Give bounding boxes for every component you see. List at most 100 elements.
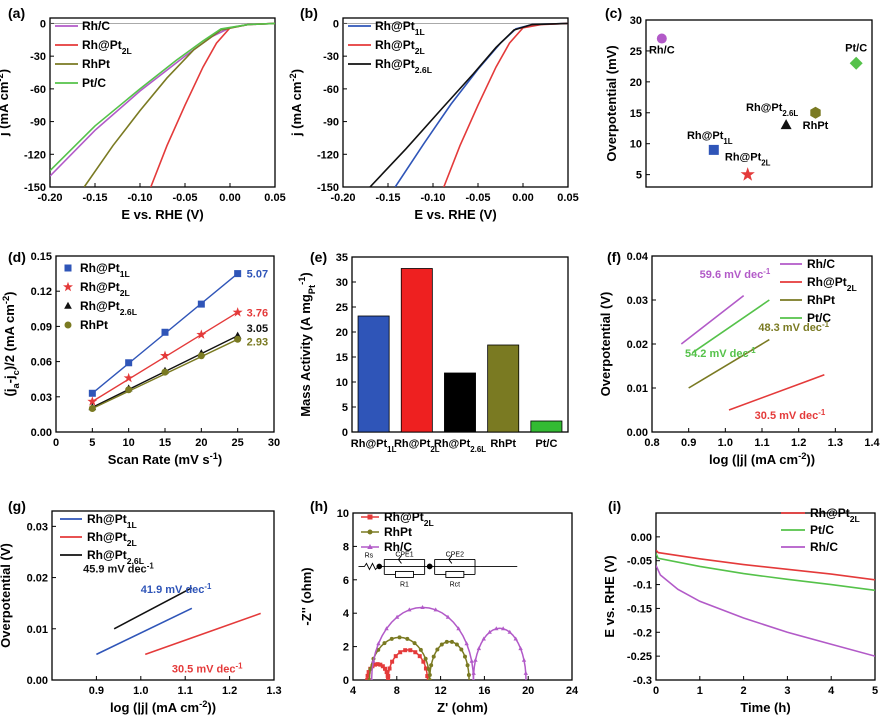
category-label: Rh@Pt2.6L (434, 438, 486, 454)
x-tick-label: 1.3 (266, 685, 281, 697)
legend-marker (64, 321, 72, 329)
y-tick-label: 10 (336, 377, 348, 389)
y-tick-label: 5 (342, 402, 348, 414)
legend-label: Rh@Pt2.6L (87, 548, 144, 566)
y-tick-label: 0.15 (31, 251, 52, 263)
y-tick-label: -60 (30, 84, 46, 96)
x-tick-label: 3 (784, 685, 790, 697)
data-point (161, 368, 169, 376)
legend-label: Rh/C (810, 540, 838, 554)
legend-label: RhPt (384, 525, 412, 539)
tafel-line (728, 374, 825, 411)
legend-label: Rh@Pt2.6L (375, 57, 432, 75)
data-point (459, 647, 464, 652)
data-point (384, 626, 389, 631)
x-tick-label: -0.15 (82, 192, 107, 204)
circuit-label: CPE2 (446, 551, 464, 558)
data-point (523, 670, 528, 675)
data-point (780, 119, 792, 130)
y-tick-label: 6 (343, 575, 349, 587)
y-tick-label: 0.03 (31, 392, 52, 404)
x-tick-label: 24 (566, 685, 579, 697)
y-tick-label: 0.09 (31, 321, 52, 333)
y-axis-label: Overpotential (V) (0, 543, 13, 648)
tafel-line (113, 587, 193, 630)
tafel-slope-label: 54.2 mV dec-1 (685, 346, 756, 361)
data-point (456, 626, 461, 631)
x-tick-label: 0.9 (681, 437, 696, 449)
x-tick-label: 0.05 (264, 192, 285, 204)
bar (444, 372, 476, 433)
legend-label: Rh/C (384, 540, 412, 554)
x-tick-label: 1.3 (828, 437, 843, 449)
panel-label: (b) (300, 5, 318, 21)
x-tick-label: 4 (828, 685, 835, 697)
data-point (435, 647, 440, 652)
point-label: RhPt (803, 120, 829, 132)
x-axis-label: log (|j| (mA cm-2)) (110, 699, 216, 715)
y-axis-label: -Z'' (ohm) (299, 567, 314, 625)
circuit-label: Rs (365, 552, 374, 559)
data-point (429, 663, 434, 668)
circuit-label: R1 (400, 581, 409, 588)
data-point (472, 677, 475, 680)
legend-label: Rh@Pt1L (375, 19, 425, 37)
data-point (380, 664, 385, 669)
data-point (384, 670, 389, 675)
tafel-slope-label: 59.6 mV dec-1 (700, 267, 771, 282)
y-tick-label: 2 (343, 642, 349, 654)
data-point (405, 636, 410, 641)
data-point (500, 626, 506, 631)
legend-marker (64, 301, 72, 309)
x-tick-label: 0.05 (557, 192, 578, 204)
tafel-slope-label: 48.3 mV dec-1 (758, 319, 829, 334)
y-tick-label: 15 (630, 108, 642, 120)
slope-label: 3.76 (247, 307, 268, 319)
x-axis-label: log (|j| (mA cm-2)) (709, 451, 815, 467)
data-point (88, 405, 96, 413)
legend-label: Rh@Pt2L (384, 510, 434, 528)
category-label: RhPt (490, 438, 516, 450)
x-tick-label: 0 (53, 437, 59, 449)
panel-e: (e) 0 5 10 15 20 25 30 35 Mass Activity (A mgPt-1… (297, 249, 569, 454)
data-point (471, 670, 476, 675)
data-point (445, 614, 451, 619)
data-point (371, 658, 376, 663)
series-line (369, 22, 568, 187)
data-point (378, 662, 383, 667)
cpe-symbol (448, 555, 453, 564)
data-point (88, 389, 96, 397)
data-point (481, 636, 486, 641)
y-tick-label: -0.25 (627, 651, 652, 663)
y-tick-label: 10 (630, 139, 642, 151)
data-point (423, 666, 428, 671)
panel-c: (c) 5 10 15 20 25 30 Overpotential (mV) Rh/C Rh@P… (604, 5, 873, 188)
y-tick-label: 0 (342, 427, 348, 439)
data-point (386, 678, 391, 680)
tafel-slope-label: 30.5 mV dec-1 (755, 407, 826, 422)
x-tick-label: -0.05 (465, 192, 490, 204)
y-tick-label: 15 (336, 352, 348, 364)
data-point (407, 607, 412, 612)
data-point (487, 629, 492, 634)
y-tick-label: 0.00 (627, 427, 648, 439)
data-point (196, 329, 207, 339)
category-label: Rh@Pt1L (351, 438, 397, 454)
legend-label: Rh@Pt1L (87, 512, 137, 530)
category-label: Rh@Pt2L (394, 438, 440, 454)
x-tick-label: 15 (159, 437, 171, 449)
point-label: Rh@Pt2.6L (746, 102, 798, 118)
y-tick-label: 0.03 (27, 521, 48, 533)
y-tick-label: 0.02 (27, 573, 48, 585)
y-axis-label: E vs. RHE (V) (602, 555, 617, 637)
data-point (810, 106, 821, 119)
legend-label: Rh@Pt2L (82, 38, 132, 56)
y-tick-label: 0 (40, 18, 46, 30)
data-point (420, 604, 425, 609)
data-point (427, 678, 432, 680)
data-point (494, 626, 499, 631)
category-label: Pt/C (535, 438, 557, 450)
point-label: Rh/C (649, 45, 675, 57)
y-tick-label: 30 (336, 277, 348, 289)
